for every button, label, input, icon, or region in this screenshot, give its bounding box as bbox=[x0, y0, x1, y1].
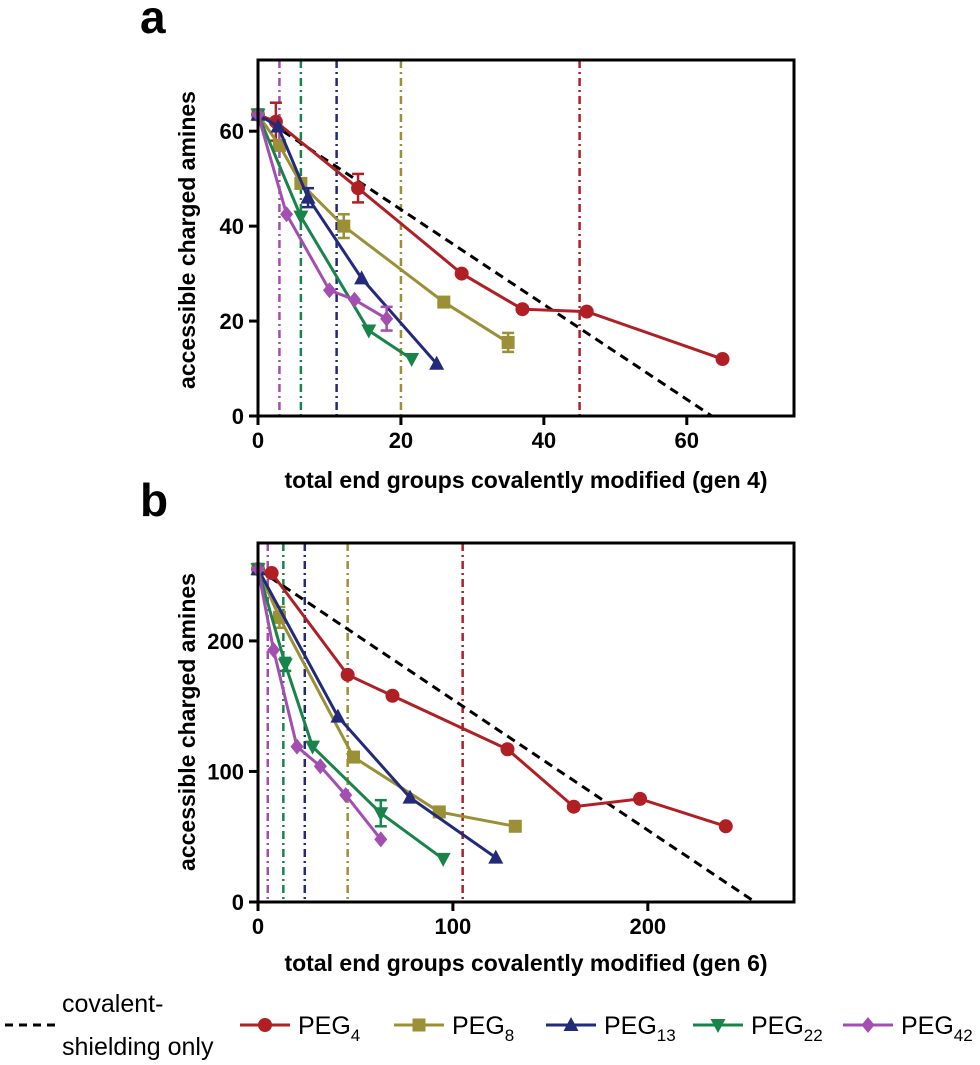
data-point bbox=[715, 352, 730, 367]
y-tick-label: 200 bbox=[207, 629, 244, 654]
data-point bbox=[340, 667, 355, 682]
data-point bbox=[330, 708, 346, 723]
legend-item-peg22: PEG22 bbox=[693, 1012, 823, 1045]
legend-item-peg42: PEG42 bbox=[843, 1012, 973, 1045]
legend-marker bbox=[412, 1018, 426, 1032]
legend-item-peg8: PEG8 bbox=[394, 1012, 514, 1045]
legend-marker bbox=[710, 1019, 726, 1033]
data-point bbox=[305, 740, 321, 755]
legend-label: PEG22 bbox=[751, 1012, 823, 1045]
legend-item-peg4: PEG4 bbox=[240, 1012, 360, 1045]
x-tick-label: 0 bbox=[252, 428, 264, 453]
data-point bbox=[272, 138, 286, 152]
data-point bbox=[361, 324, 377, 339]
data-point bbox=[380, 310, 394, 327]
data-point bbox=[374, 831, 388, 848]
x-tick-label: 60 bbox=[675, 428, 699, 453]
x-axis-title-b: total end groups covalently modified (ge… bbox=[284, 950, 767, 976]
series-line bbox=[256, 568, 497, 859]
legend-shielding-label-line2: shielding only bbox=[62, 1033, 214, 1061]
panel-letter-b: b bbox=[140, 474, 168, 526]
y-axis-title-a: accessible charged amines bbox=[174, 91, 200, 389]
data-point bbox=[385, 688, 400, 703]
legend-item-peg13: PEG13 bbox=[546, 1012, 676, 1045]
data-point bbox=[429, 355, 445, 370]
data-point bbox=[293, 210, 309, 225]
panel-letter-a: a bbox=[140, 0, 166, 43]
y-axis-title-b: accessible charged amines bbox=[174, 573, 200, 871]
y-tick-label: 20 bbox=[220, 309, 244, 334]
data-point bbox=[515, 302, 530, 317]
data-point bbox=[373, 807, 389, 822]
series-line bbox=[257, 567, 727, 828]
series-peg42 bbox=[251, 561, 388, 848]
y-tick-label: 0 bbox=[232, 890, 244, 915]
legend-label: PEG13 bbox=[604, 1012, 676, 1045]
plot-area-frame-a bbox=[256, 58, 796, 418]
data-point bbox=[402, 789, 418, 804]
data-point bbox=[270, 118, 286, 133]
data-point bbox=[404, 353, 420, 368]
series-line bbox=[256, 114, 413, 361]
data-point bbox=[566, 799, 581, 814]
data-point bbox=[339, 786, 353, 803]
data-point bbox=[347, 291, 361, 308]
x-tick-label: 40 bbox=[532, 428, 556, 453]
data-point bbox=[437, 295, 451, 309]
y-tick-label: 0 bbox=[232, 404, 244, 429]
shielding-line bbox=[257, 567, 756, 904]
y-tick-label: 60 bbox=[220, 119, 244, 144]
series-peg42 bbox=[251, 106, 394, 332]
data-point bbox=[290, 738, 304, 755]
data-point bbox=[351, 181, 366, 196]
panel-b: b 0 100 200 0 100 200 accessible charged amin… bbox=[140, 474, 796, 976]
panel-a: a 0 20 40 60 0 20 40 60 accessible charged amin… bbox=[140, 0, 796, 493]
series-line bbox=[257, 113, 724, 361]
legend-label: PEG42 bbox=[901, 1012, 973, 1045]
legend: covalent- shielding only PEG4 PEG8 PEG13 PE… bbox=[5, 990, 973, 1061]
data-point bbox=[277, 658, 293, 673]
data-point bbox=[337, 219, 351, 233]
legend-label: PEG4 bbox=[298, 1012, 360, 1045]
plot-area-frame-b bbox=[256, 541, 796, 904]
series-line bbox=[256, 568, 382, 841]
data-point bbox=[280, 206, 294, 223]
data-point bbox=[508, 819, 522, 833]
series-peg4 bbox=[251, 101, 730, 367]
data-point bbox=[454, 266, 469, 281]
x-tick-label: 0 bbox=[252, 914, 264, 939]
y-tick-label: 40 bbox=[220, 214, 244, 239]
y-tick-label: 100 bbox=[207, 759, 244, 784]
data-point bbox=[347, 750, 361, 764]
x-tick-label: 20 bbox=[389, 428, 413, 453]
data-point bbox=[500, 742, 515, 757]
x-tick-label: 100 bbox=[435, 914, 472, 939]
data-point bbox=[435, 852, 451, 867]
data-point bbox=[322, 282, 336, 299]
data-point bbox=[267, 642, 281, 659]
legend-shielding-label-line1: covalent- bbox=[62, 990, 163, 1018]
legend-marker bbox=[563, 1017, 579, 1031]
legend-marker bbox=[861, 1017, 875, 1033]
legend-label: PEG8 bbox=[452, 1012, 514, 1045]
legend-marker bbox=[258, 1018, 272, 1032]
data-point bbox=[488, 849, 504, 864]
data-point bbox=[501, 335, 515, 349]
data-point bbox=[718, 819, 733, 834]
x-tick-label: 200 bbox=[629, 914, 666, 939]
data-point bbox=[264, 566, 279, 581]
data-point bbox=[633, 791, 648, 806]
data-point bbox=[300, 189, 316, 204]
data-point bbox=[354, 270, 370, 285]
shielding-line bbox=[257, 113, 713, 418]
x-axis-title-a: total end groups covalently modified (ge… bbox=[284, 467, 767, 493]
data-point bbox=[579, 304, 594, 319]
series-peg4 bbox=[251, 562, 733, 834]
data-point bbox=[313, 758, 327, 775]
